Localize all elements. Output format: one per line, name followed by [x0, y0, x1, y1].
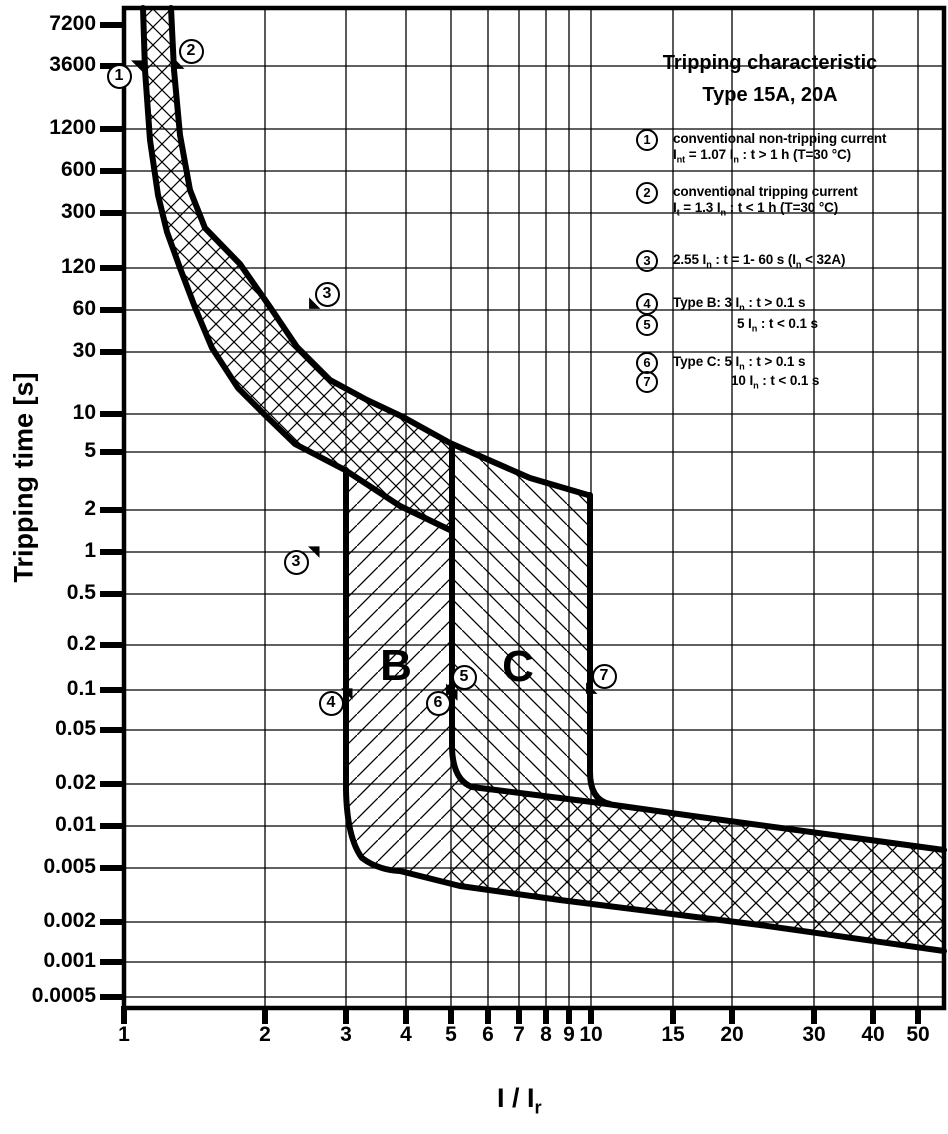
legend-item-3: 3 2.55 In : t = 1- 60 s (In < 32A) [636, 250, 845, 273]
y-tick-label: 3600 [49, 52, 96, 76]
y-tick-label: 0.2 [66, 631, 96, 655]
y-tick-label: 300 [60, 199, 96, 223]
legend-text: 5 In : t < 0.1 s [737, 316, 818, 334]
chart-subtitle: Type 15A, 20A [702, 84, 838, 106]
x-tick-label: 6 [482, 1023, 494, 1046]
curve-10in-boundary [587, 492, 613, 807]
y-tick-label: 120 [60, 254, 96, 278]
plot-marker-2: 2 [178, 38, 204, 64]
legend-text: conventional tripping current [673, 184, 858, 199]
region-instantaneous-band [452, 755, 944, 951]
marker-arrow-icon: ◣ [586, 679, 598, 696]
legend-text: It = 1.3 In : t < 1 h (T=30 °C) [673, 200, 839, 218]
legend-text: 10 In : t < 0.1 s [731, 373, 820, 391]
marker-arrow-icon: ◣ [446, 680, 458, 697]
legend-text: conventional non-tripping current [673, 131, 887, 146]
y-tick-label: 600 [60, 157, 96, 181]
legend-text: Int = 1.07 In : t > 1 h (T=30 °C) [673, 147, 852, 165]
legend-text: 2.55 In : t = 1- 60 s (In < 32A) [673, 252, 846, 270]
marker-arrow-icon: ◥ [341, 685, 353, 702]
curve-5in-boundary [449, 441, 947, 853]
y-tick-label: 5 [84, 438, 96, 462]
legend-marker-3: 3 [636, 250, 658, 272]
y-tick-label: 0.02 [55, 770, 96, 794]
x-tick-label: 20 [720, 1023, 744, 1046]
x-tick-label: 50 [906, 1023, 930, 1046]
plot-marker-5: 5 [451, 664, 477, 690]
legend-item-1: 1 conventional non-tripping current Int … [636, 129, 887, 168]
x-tick-label: 9 [563, 1023, 575, 1046]
plot-marker-3: 3 [314, 281, 340, 307]
legend-marker-7: 7 [636, 371, 658, 393]
x-tick-label: 8 [540, 1023, 552, 1046]
region-type-c [452, 444, 610, 804]
y-axis-label: Tripping time [s] [8, 372, 39, 583]
y-tick-label: 0.0005 [31, 983, 96, 1007]
marker-arrow-icon: ◣ [173, 54, 185, 71]
y-tick-label: 0.05 [55, 716, 96, 740]
legend-item-4: 4 Type B: 3 In : t > 0.1 s [636, 293, 806, 316]
region-label-b: B [380, 641, 412, 690]
y-tick-label: 10 [72, 400, 96, 424]
region-thermal-band [143, 8, 452, 530]
legend-marker-5: 5 [636, 314, 658, 336]
x-tick-label: 1 [118, 1023, 130, 1046]
y-tick-label: 7200 [49, 11, 96, 35]
curve-tripping-limit [168, 5, 591, 498]
legend-item-5: 5 5 In : t < 0.1 s [636, 314, 818, 337]
region-label-c: C [502, 642, 534, 691]
y-tick-label: 0.01 [55, 812, 96, 836]
x-tick-label: 40 [861, 1023, 885, 1046]
legend-marker-2: 2 [636, 182, 658, 204]
y-tick-label: 0.002 [43, 908, 96, 932]
plot-marker-4: 4 [318, 690, 344, 716]
legend-marker-4: 4 [636, 293, 658, 315]
curve-3in-boundary [343, 467, 947, 954]
y-tick-label: 0.001 [43, 948, 96, 972]
x-tick-label: 7 [513, 1023, 525, 1046]
marker-arrow-icon: ◥ [446, 686, 458, 703]
legend-text: Type B: 3 In : t > 0.1 s [673, 295, 806, 313]
y-tick-label: 1 [84, 538, 96, 562]
y-tick-label: 0.1 [66, 676, 96, 700]
x-tick-label: 4 [400, 1023, 412, 1046]
plot-marker-6: 6 [425, 690, 451, 716]
x-tick-label: 3 [340, 1023, 352, 1046]
y-tick-label: 0.5 [66, 580, 96, 604]
x-tick-label: 15 [661, 1023, 685, 1046]
legend-item-7: 7 10 In : t < 0.1 s [636, 371, 819, 394]
plot-marker-3: 3 [283, 549, 309, 575]
plot-marker-1: 1 [106, 63, 132, 89]
y-tick-label: 60 [72, 296, 96, 320]
y-tick-label: 0.005 [43, 854, 96, 878]
x-tick-label: 10 [579, 1023, 603, 1046]
y-tick-label: 1200 [49, 115, 96, 139]
x-axis-label: I / Ir [497, 1083, 542, 1118]
legend-item-2: 2 conventional tripping current It = 1.3… [636, 182, 858, 221]
y-tick-label: 2 [84, 496, 96, 520]
legend-marker-1: 1 [636, 129, 658, 151]
y-tick-label: 30 [72, 338, 96, 362]
marker-arrow-icon: ◥ [308, 543, 320, 560]
x-tick-label: 5 [445, 1023, 457, 1046]
plot-marker-7: 7 [591, 663, 617, 689]
legend-text: Type C: 5 In : t > 0.1 s [673, 354, 806, 372]
marker-arrow-icon: ◣ [309, 294, 321, 311]
legend-item-6: 6 Type C: 5 In : t > 0.1 s [636, 352, 806, 375]
curve-non-tripping-limit [140, 5, 453, 533]
x-tick-label: 2 [259, 1023, 271, 1046]
marker-arrow-icon: ◥ [131, 57, 143, 74]
chart-title: Tripping characteristic [662, 52, 878, 74]
x-tick-label: 30 [802, 1023, 826, 1046]
